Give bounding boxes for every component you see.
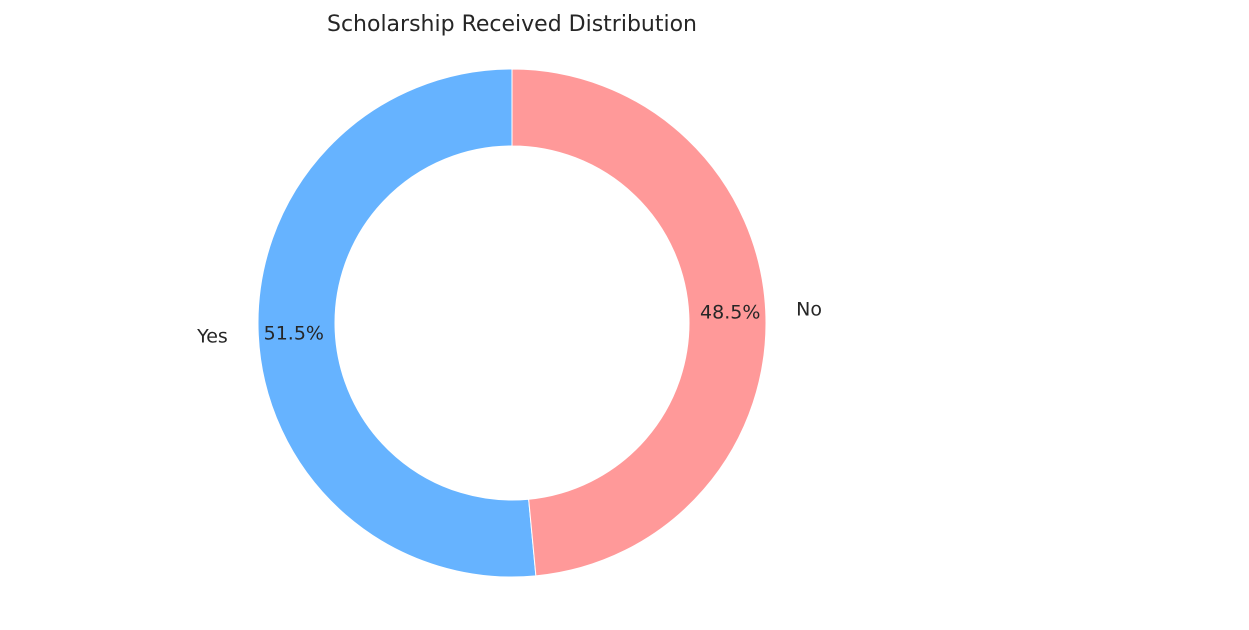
slice-no: [511, 68, 767, 577]
pct-label-yes: 51.5%: [264, 322, 324, 344]
chart-title: Scholarship Received Distribution: [327, 12, 697, 37]
category-label-yes: Yes: [196, 325, 228, 347]
slice-yes: [257, 68, 537, 578]
donut-labels: 51.5% Yes 48.5% No: [196, 299, 822, 348]
donut-slices: [257, 68, 767, 578]
category-label-no: No: [796, 299, 822, 321]
pct-label-no: 48.5%: [700, 302, 760, 324]
